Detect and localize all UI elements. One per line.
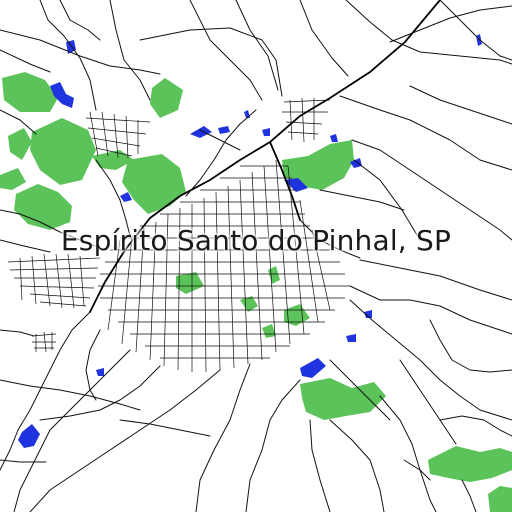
green-area — [0, 168, 26, 190]
southwest-neighbourhood — [31, 331, 57, 353]
green-area — [122, 154, 186, 214]
water-bodies — [18, 34, 482, 448]
green-area — [284, 304, 310, 326]
green-area — [240, 296, 258, 312]
water — [218, 126, 230, 134]
west-neighbourhood — [7, 253, 101, 309]
green-area — [30, 118, 96, 185]
water — [350, 158, 362, 168]
green-areas — [0, 72, 512, 512]
north-neighbourhood — [282, 97, 331, 143]
water — [284, 178, 308, 192]
water — [50, 82, 74, 108]
green-area — [2, 72, 58, 112]
water — [364, 310, 372, 318]
water — [330, 134, 338, 142]
green-area — [8, 128, 32, 160]
water — [346, 334, 356, 342]
green-area — [150, 78, 183, 118]
northwest-neighbourhood — [85, 111, 151, 159]
water — [300, 358, 326, 378]
green-area — [282, 140, 354, 190]
water — [18, 424, 40, 448]
water — [66, 40, 76, 54]
green-area — [488, 486, 512, 512]
highway — [269, 141, 301, 221]
urban-street-grid — [98, 159, 350, 373]
green-area — [300, 378, 386, 420]
green-area — [262, 324, 276, 338]
water — [476, 34, 482, 46]
water — [262, 128, 270, 136]
map-title: Espírito Santo do Pinhal, SP — [60, 224, 452, 257]
green-area — [92, 150, 134, 170]
green-area — [14, 184, 72, 230]
water — [190, 126, 212, 138]
green-area — [428, 446, 512, 482]
green-area — [268, 266, 280, 284]
green-area — [176, 272, 204, 294]
water — [120, 192, 132, 202]
water — [244, 110, 250, 118]
water — [96, 368, 104, 376]
